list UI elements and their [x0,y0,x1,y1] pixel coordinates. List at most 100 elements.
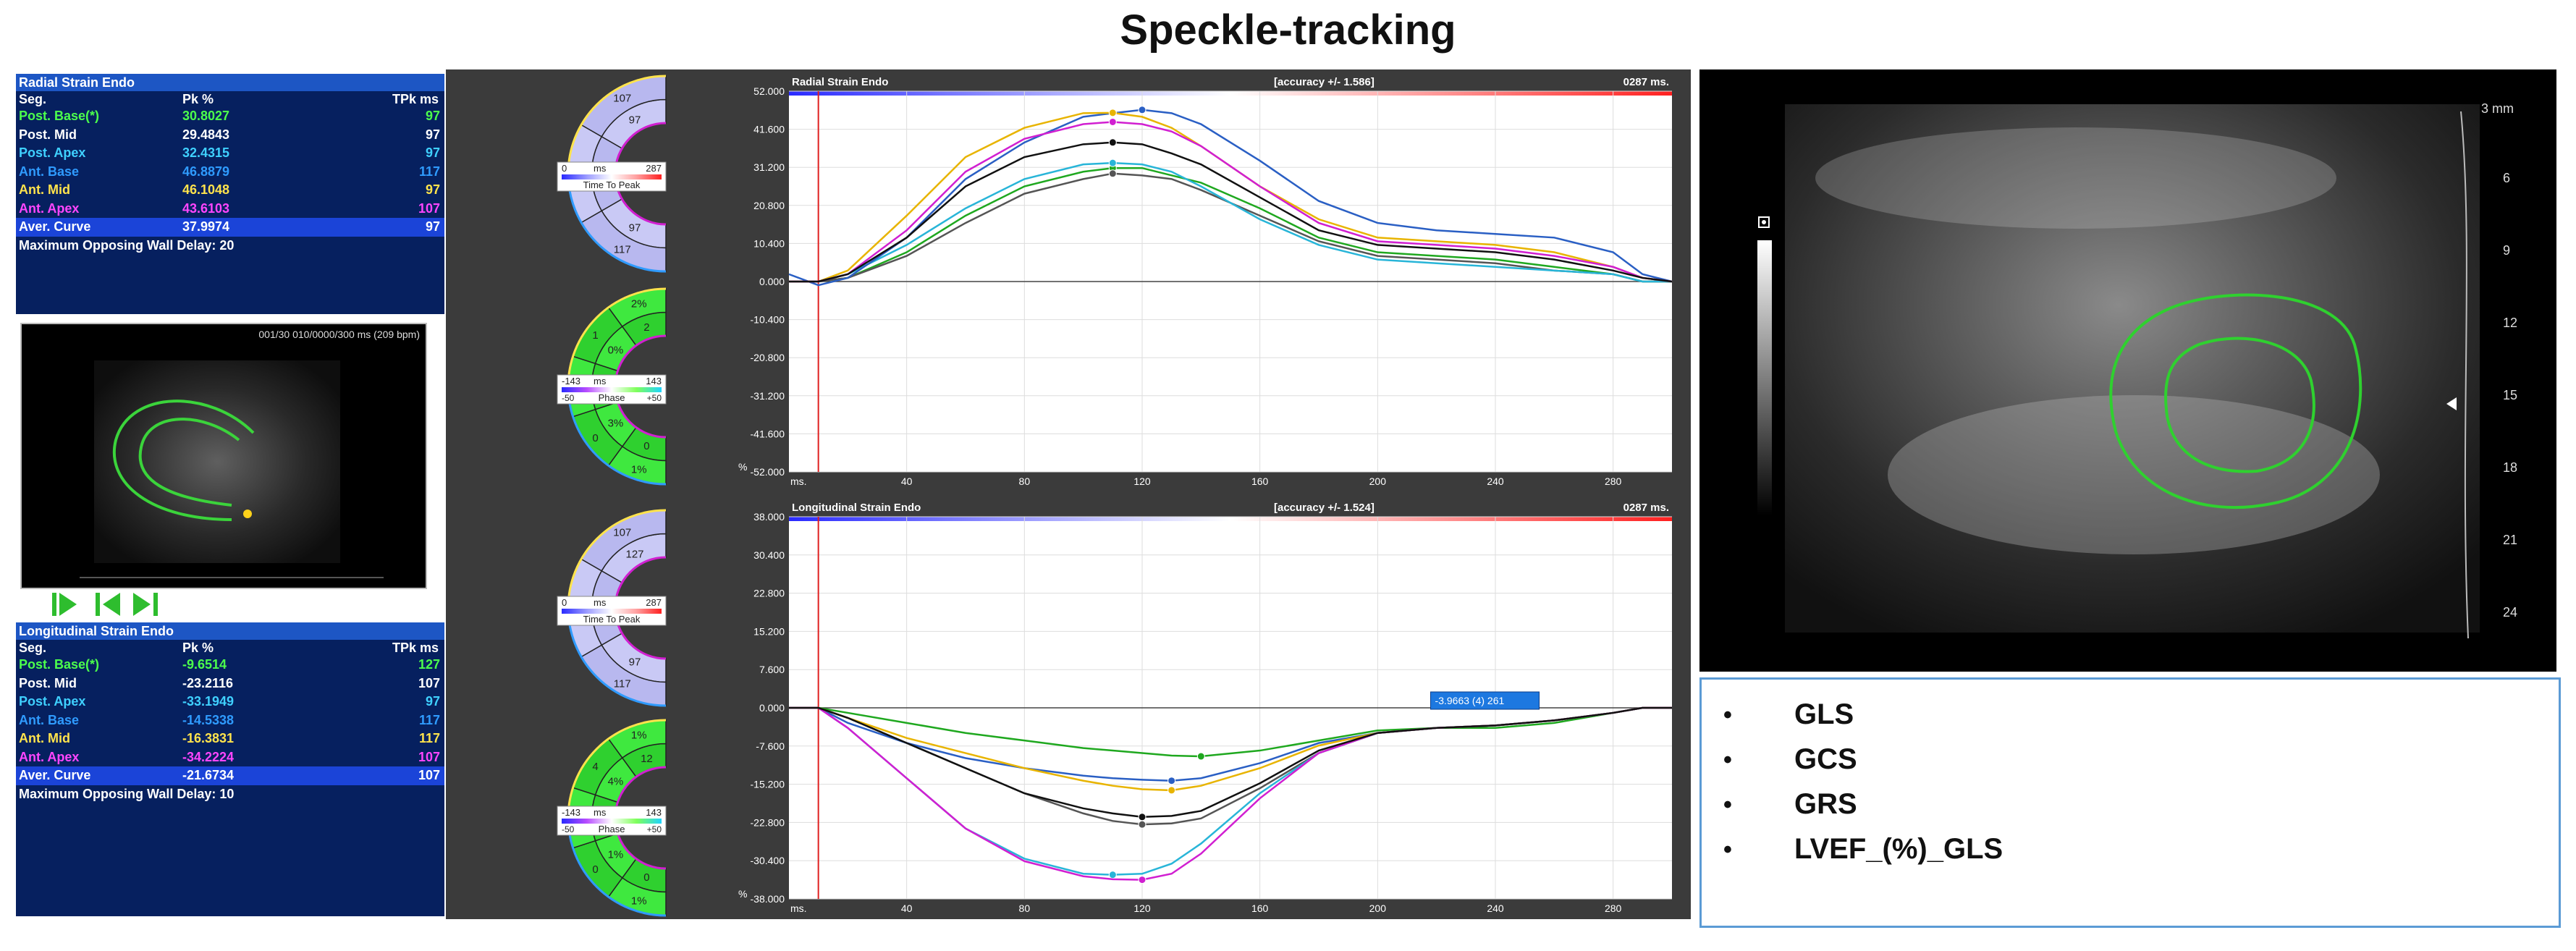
bullet-icon: • [1723,836,1732,863]
play-icon[interactable] [51,590,81,619]
col-seg: Seg. [19,641,47,655]
peak-marker [1138,820,1146,829]
table-row[interactable]: Ant. Apex 43.6103 107 [16,200,444,219]
y-tick-label: -31.200 [751,390,785,402]
table-row[interactable]: Post. Mid 29.4843 97 [16,126,444,145]
table-row[interactable]: Ant. Apex -34.2224 107 [16,748,444,767]
skip-end-icon[interactable] [130,590,161,619]
segment-name: Ant. Apex [19,749,80,764]
value-tooltip: -3.9663 (4) 261 [1430,691,1540,710]
x-tick-label: 280 [1605,476,1622,487]
parameter-list-box: • GLS • GCS • GRS • LVEF_(%)_GLS [1699,677,2561,928]
bullseye-long-ttp[interactable]: 117117107971071270ms287Time To Peak [449,507,688,709]
scale-label: Phase [599,824,625,834]
scale-label: Time To Peak [583,614,641,625]
segment-name: Post. Apex [19,145,86,160]
depth-tick: 6 [2503,171,2511,185]
segment-value: 3% [608,418,624,430]
time-to-peak: 97 [425,219,440,234]
x-tick-label: 160 [1251,903,1269,914]
peak-marker [1138,106,1146,114]
depth-tick: 9 [2503,243,2511,258]
segment-name: Ant. Apex [19,200,80,216]
color-scale-legend: -143 ms 143 -50 +50 Phase [557,806,667,836]
col-pk: Pk % [182,92,214,106]
y-tick-label: -10.400 [751,314,785,326]
bullet-icon: • [1723,791,1732,819]
segment-name: Post. Mid [19,675,77,690]
color-scale-legend: 0 ms 287 Time To Peak [557,596,667,626]
y-tick-label: 38.000 [753,511,785,523]
table-footer: Maximum Opposing Wall Delay: 20 [19,237,235,253]
segment-value: 0 [592,432,598,444]
table-row[interactable]: Aver. Curve 37.9974 97 [16,218,444,237]
echo-thumbnail[interactable]: 001/30 010/0000/300 ms (209 bpm) [20,323,427,589]
longitudinal-strain-plot[interactable]: Longitudinal Strain Endo [accuracy +/- 1.… [709,498,1686,918]
x-tick-label: 40 [901,476,913,487]
table-row[interactable]: Ant. Base -14.5338 117 [16,711,444,730]
segment-value: 2% [631,297,647,310]
page-title: Speckle-tracking [1120,7,1456,54]
x-tick-label: 80 [1019,903,1031,914]
depth-tick: 12 [2503,316,2518,330]
scale-unit: ms [594,597,607,608]
col-tpk: TPk ms [392,92,439,106]
scale-gradient [562,174,662,179]
bullseye-radial-ttp[interactable]: 117971079797970ms287Time To Peak [449,72,688,275]
scale-unit: ms [594,376,607,386]
time-to-peak: 117 [418,164,440,179]
table-row[interactable]: Post. Base(*) -9.6514 127 [16,656,444,675]
svg-text:-3.9663 (4) 261: -3.9663 (4) 261 [1435,695,1505,706]
segment-value: 1% [631,895,647,908]
scale-min: 0 [562,163,567,174]
scale-label: Time To Peak [583,179,641,190]
peak-value: 46.1048 [182,182,230,197]
table-row[interactable]: Post. Apex -33.1949 97 [16,693,444,711]
time-label: 0287 ms. [1623,502,1669,514]
accuracy-label: [accuracy +/- 1.586] [1274,76,1374,88]
color-scale-legend: -143 ms 143 -50 +50 Phase [557,374,667,405]
peak-marker [1108,871,1117,879]
table-row[interactable]: Post. Mid -23.2116 107 [16,675,444,693]
x-axis-label: ms. [790,476,807,487]
y-tick-label: -7.600 [756,740,785,752]
x-tick-label: 200 [1369,903,1387,914]
segment-value: 97 [629,656,641,668]
peak-value: 43.6103 [182,200,230,216]
longitudinal-strain-table: Longitudinal Strain Endo Seg. Pk % TPk m… [16,622,444,916]
depth-tick: 18 [2503,460,2518,475]
y-tick-label: 20.800 [753,200,785,211]
segment-name: Post. Base(*) [19,657,100,672]
scale-sub-max: +50 [647,824,662,834]
time-to-peak: 107 [418,675,440,690]
scale-min: -143 [562,376,580,386]
table-row[interactable]: Ant. Mid -16.3831 117 [16,730,444,748]
x-tick-label: 200 [1369,476,1387,487]
depth-unit: 3 mm [2481,101,2514,116]
peak-marker [1108,109,1117,117]
y-tick-label: -30.400 [751,855,785,866]
skip-start-icon[interactable] [94,590,124,619]
column-headers: Seg. Pk % TPk ms [16,640,444,656]
table-row[interactable]: Post. Base(*) 30.8027 97 [16,107,444,126]
segment-name: Ant. Mid [19,731,70,745]
time-to-peak: 117 [418,712,440,727]
y-tick-label: 30.400 [753,549,785,561]
table-row[interactable]: Post. Apex 32.4315 97 [16,144,444,163]
phase-color-bar [789,91,1672,96]
list-item: • GCS [1723,743,1857,775]
bullet-icon: • [1723,701,1732,729]
table-row[interactable]: Ant. Base 46.8879 117 [16,163,444,182]
bullet-icon: • [1723,746,1732,774]
time-to-peak: 107 [418,200,440,216]
echo-main-image[interactable]: 3 mm 6 9 12 15 18 21 24 [1699,69,2556,672]
radial-strain-plot[interactable]: Radial Strain Endo [accuracy +/- 1.586] 02… [709,72,1686,491]
table-row[interactable]: Ant. Mid 46.1048 97 [16,181,444,200]
segment-value: 0% [608,344,624,356]
y-tick-label: -52.000 [751,466,785,478]
scale-sub-min: -50 [562,393,575,403]
segment-value: 1% [631,464,647,476]
table-row[interactable]: Aver. Curve -21.6734 107 [16,766,444,785]
